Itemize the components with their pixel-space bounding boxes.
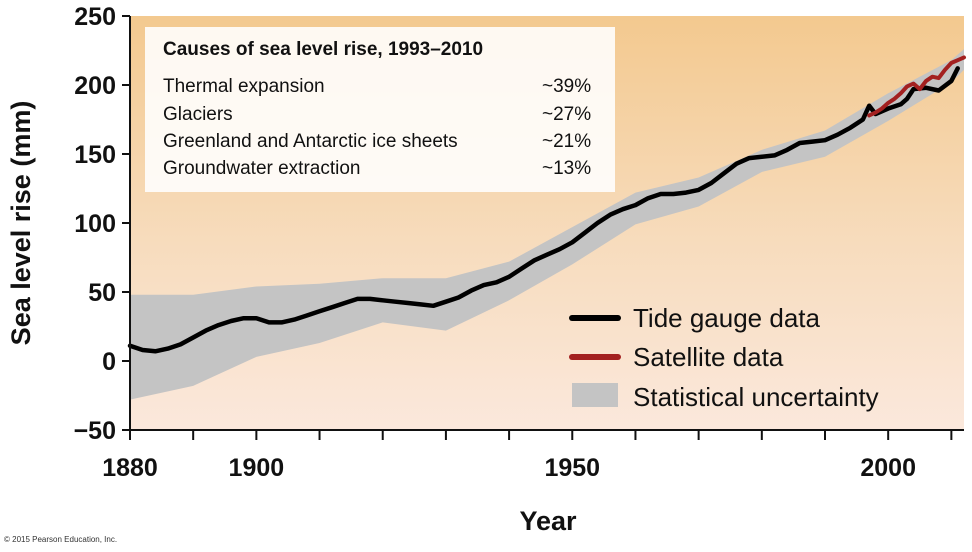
legend-label-uncertainty: Statistical uncertainty [633,382,879,412]
inset-row-share: ~27% [542,104,591,125]
inset-row-share: ~21% [542,131,591,152]
y-tick-label: 100 [74,210,116,238]
legend-label-tide-gauge: Tide gauge data [633,303,821,333]
y-tick-label: 0 [102,348,116,376]
legend-swatch-uncertainty [572,383,618,407]
copyright-notice: © 2015 Pearson Education, Inc. [4,535,118,544]
satellite-line [867,55,966,118]
legend: Tide gauge data Satellite data Statistic… [569,303,879,412]
y-tick-label: 200 [74,72,116,100]
x-tick-label: 1900 [229,454,285,482]
legend-label-satellite: Satellite data [633,342,784,372]
inset-row-cause: Groundwater extraction [163,158,361,179]
x-tick-label: 1880 [102,454,158,482]
y-axis-title: Sea level rise (mm) [6,101,36,346]
x-tick-label: 1950 [544,454,600,482]
inset-box [145,27,615,192]
x-axis-title: Year [519,506,577,536]
uncertainty-band [130,49,964,400]
tide-gauge-line [127,66,960,354]
inset-row-cause: Glaciers [163,104,233,125]
inset-row-cause: Greenland and Antarctic ice sheets [163,131,458,152]
y-tick-label: 150 [74,141,116,169]
x-tick-label: 2000 [860,454,916,482]
y-tick-label: 50 [88,279,116,307]
y-tick-label: 250 [74,3,116,31]
inset-row-share: ~13% [542,158,591,179]
inset-row-share: ~39% [542,76,591,97]
inset-table: Causes of sea level rise, 1993–2010 Ther… [145,27,615,192]
inset-title: Causes of sea level rise, 1993–2010 [163,39,483,60]
y-tick-label: −50 [74,417,116,445]
inset-row-cause: Thermal expansion [163,76,325,97]
